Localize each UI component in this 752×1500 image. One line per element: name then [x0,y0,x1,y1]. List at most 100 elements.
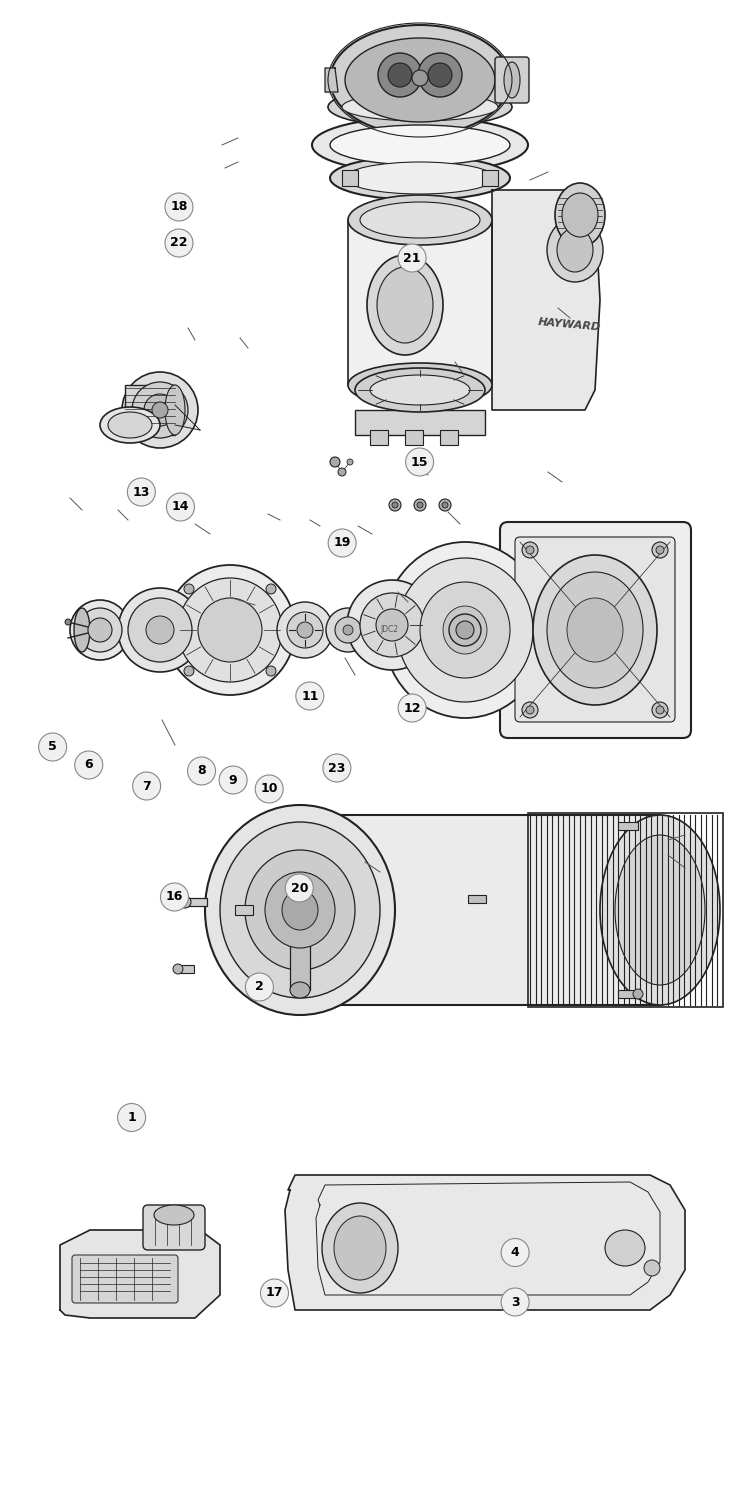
Ellipse shape [397,558,533,702]
Circle shape [378,53,422,98]
Circle shape [165,230,193,256]
Circle shape [335,616,361,644]
Circle shape [652,542,668,558]
Ellipse shape [555,183,605,248]
Ellipse shape [360,202,480,238]
Circle shape [347,459,353,465]
Circle shape [398,244,426,272]
Circle shape [178,578,282,682]
Bar [178,964,194,974]
Ellipse shape [282,890,318,930]
Circle shape [412,70,428,86]
Ellipse shape [504,62,520,98]
Circle shape [166,494,195,520]
Polygon shape [60,1230,220,1318]
Circle shape [78,608,122,652]
Text: 10: 10 [260,783,278,795]
Text: 2: 2 [255,981,264,993]
Circle shape [277,602,333,658]
Ellipse shape [220,822,380,998]
Text: HAYWARD: HAYWARD [538,316,602,332]
Text: 5: 5 [48,741,57,753]
Circle shape [522,702,538,718]
Circle shape [296,682,324,709]
Ellipse shape [348,195,492,244]
Circle shape [266,584,276,594]
Text: 13: 13 [132,486,150,498]
Bar [440,430,458,445]
Circle shape [347,580,437,670]
Circle shape [146,616,174,644]
Circle shape [65,620,71,626]
Circle shape [287,612,323,648]
Ellipse shape [290,982,310,998]
Text: 20: 20 [290,882,308,894]
Circle shape [392,503,398,509]
Circle shape [266,666,276,676]
Ellipse shape [533,555,657,705]
Ellipse shape [312,117,528,172]
Circle shape [456,621,474,639]
Ellipse shape [443,606,487,654]
Circle shape [122,372,198,448]
Polygon shape [285,1174,685,1310]
Circle shape [414,500,426,512]
Bar [235,904,253,915]
Circle shape [389,500,401,512]
Circle shape [179,896,191,908]
Circle shape [417,503,423,509]
Ellipse shape [330,124,510,165]
Ellipse shape [165,386,185,435]
Circle shape [74,752,103,778]
Bar [290,934,310,990]
Ellipse shape [547,572,643,688]
Text: 1: 1 [127,1112,136,1124]
Bar [618,990,638,998]
Circle shape [260,1280,289,1306]
Circle shape [132,382,188,438]
Ellipse shape [600,815,720,1005]
Circle shape [330,458,340,466]
Circle shape [88,618,112,642]
Text: 12: 12 [403,702,421,714]
Bar [618,822,638,830]
Ellipse shape [265,871,335,948]
Circle shape [165,194,193,220]
Circle shape [165,566,295,694]
Circle shape [127,478,156,506]
Circle shape [449,614,481,646]
FancyBboxPatch shape [143,1204,205,1249]
Text: 7: 7 [142,780,151,792]
Ellipse shape [547,217,603,282]
Circle shape [70,600,130,660]
Circle shape [360,592,424,657]
Circle shape [219,766,247,794]
Circle shape [338,468,346,476]
Text: 9: 9 [229,774,238,786]
Ellipse shape [345,162,495,194]
Circle shape [323,754,351,782]
Circle shape [644,1260,660,1276]
FancyBboxPatch shape [500,522,691,738]
Text: 22: 22 [170,237,188,249]
Text: 8: 8 [197,765,206,777]
Ellipse shape [370,375,470,405]
Ellipse shape [245,850,355,970]
Bar [342,170,358,186]
Bar [528,813,723,1006]
Circle shape [652,702,668,718]
Circle shape [439,500,451,512]
Bar [482,170,498,186]
Circle shape [144,394,176,426]
Ellipse shape [348,363,492,407]
Text: 15: 15 [411,456,429,468]
Ellipse shape [74,608,90,652]
Circle shape [132,772,161,800]
Circle shape [398,694,426,721]
Circle shape [656,706,664,714]
Ellipse shape [605,1230,645,1266]
Text: JDC2: JDC2 [380,626,398,634]
Text: 19: 19 [333,537,351,549]
Circle shape [418,53,462,98]
Ellipse shape [377,267,433,344]
